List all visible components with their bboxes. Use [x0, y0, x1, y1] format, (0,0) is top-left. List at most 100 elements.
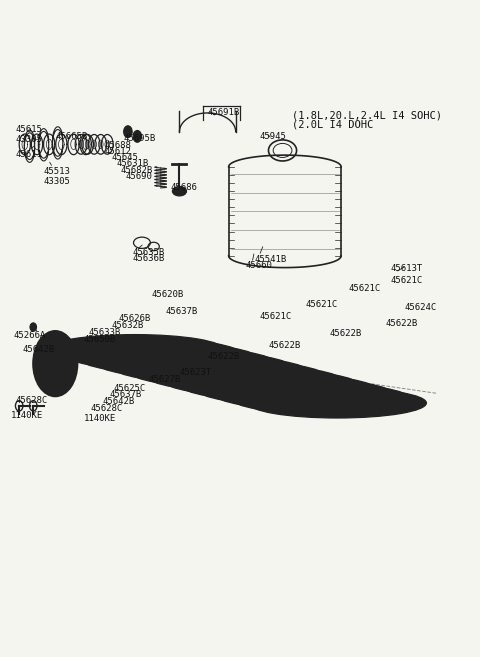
- Ellipse shape: [159, 359, 212, 367]
- Text: 45613T: 45613T: [390, 264, 422, 273]
- Ellipse shape: [37, 361, 41, 367]
- Text: 45622B: 45622B: [385, 319, 418, 328]
- Ellipse shape: [53, 385, 57, 391]
- Text: 45621C: 45621C: [390, 276, 422, 285]
- Ellipse shape: [164, 363, 275, 380]
- Ellipse shape: [248, 388, 426, 418]
- Text: 45625C: 45625C: [114, 384, 146, 393]
- Ellipse shape: [124, 126, 132, 137]
- Text: 45628C: 45628C: [90, 405, 123, 413]
- Ellipse shape: [243, 382, 297, 389]
- Ellipse shape: [130, 357, 308, 387]
- Ellipse shape: [209, 373, 263, 380]
- Ellipse shape: [65, 344, 69, 350]
- Ellipse shape: [96, 346, 207, 362]
- Ellipse shape: [42, 378, 46, 384]
- Ellipse shape: [113, 352, 291, 382]
- Ellipse shape: [70, 361, 73, 367]
- Text: (2.0L I4 DOHC: (2.0L I4 DOHC: [292, 120, 373, 130]
- Text: 45624C: 45624C: [404, 303, 437, 311]
- Ellipse shape: [277, 390, 330, 398]
- Text: 45695B: 45695B: [123, 134, 156, 143]
- Ellipse shape: [142, 355, 195, 362]
- Text: 45266A: 45266A: [13, 331, 45, 340]
- Ellipse shape: [176, 363, 229, 371]
- Ellipse shape: [108, 346, 162, 353]
- Text: 1140KE: 1140KE: [84, 414, 116, 423]
- Ellipse shape: [172, 187, 186, 196]
- Ellipse shape: [164, 366, 342, 396]
- Ellipse shape: [113, 350, 224, 367]
- Ellipse shape: [147, 361, 325, 392]
- Ellipse shape: [198, 374, 376, 405]
- Ellipse shape: [260, 386, 313, 394]
- Ellipse shape: [33, 331, 78, 396]
- Text: 45688: 45688: [105, 141, 132, 150]
- Ellipse shape: [65, 378, 69, 384]
- Text: 45621C: 45621C: [259, 312, 291, 321]
- Ellipse shape: [53, 336, 57, 342]
- Text: 45682B: 45682B: [121, 166, 153, 175]
- Ellipse shape: [42, 344, 46, 350]
- Ellipse shape: [126, 129, 130, 135]
- Ellipse shape: [135, 133, 139, 139]
- Text: (1.8L,20.L,2.4L I4 SOHC): (1.8L,20.L,2.4L I4 SOHC): [292, 110, 442, 121]
- Text: 45622B: 45622B: [329, 329, 361, 338]
- Ellipse shape: [125, 350, 179, 358]
- Text: 45632B: 45632B: [111, 321, 144, 330]
- Ellipse shape: [294, 395, 347, 402]
- Ellipse shape: [215, 377, 325, 394]
- Text: 45642B: 45642B: [23, 345, 55, 354]
- Text: 45665B: 45665B: [55, 131, 87, 141]
- Ellipse shape: [181, 370, 359, 400]
- Ellipse shape: [231, 382, 342, 398]
- Text: 45541B: 45541B: [254, 255, 287, 264]
- Ellipse shape: [192, 368, 246, 376]
- Text: 45945: 45945: [259, 131, 286, 141]
- Text: 45691B: 45691B: [207, 108, 240, 117]
- Ellipse shape: [181, 368, 291, 384]
- Text: 45637B: 45637B: [109, 390, 142, 399]
- Text: 45633B: 45633B: [88, 328, 120, 336]
- Ellipse shape: [41, 342, 69, 385]
- Text: 45623T: 45623T: [180, 369, 212, 377]
- Ellipse shape: [80, 344, 258, 373]
- Text: 45612: 45612: [105, 147, 132, 156]
- Text: 45628C: 45628C: [15, 396, 48, 405]
- Text: 45645: 45645: [111, 153, 138, 162]
- Text: 45690: 45690: [126, 172, 153, 181]
- Text: 45650B: 45650B: [84, 334, 116, 344]
- Text: 45642B: 45642B: [102, 397, 134, 407]
- Text: 45636B: 45636B: [132, 254, 165, 263]
- Text: 45637B: 45637B: [166, 307, 198, 317]
- Ellipse shape: [282, 395, 393, 411]
- Text: 45513
43305: 45513 43305: [44, 167, 71, 186]
- Ellipse shape: [49, 355, 61, 373]
- Ellipse shape: [96, 348, 275, 378]
- Text: 45660: 45660: [245, 261, 272, 271]
- Text: 45615
43305: 45615 43305: [15, 125, 42, 144]
- Ellipse shape: [231, 384, 409, 413]
- Text: 45635B: 45635B: [132, 248, 165, 257]
- Text: 1140KE: 1140KE: [11, 411, 43, 420]
- Text: 45620B: 45620B: [151, 290, 183, 299]
- Text: 45622B: 45622B: [268, 341, 301, 350]
- Ellipse shape: [46, 334, 224, 365]
- Text: 45621C: 45621C: [348, 284, 380, 293]
- Text: 45622B: 45622B: [207, 352, 240, 361]
- Ellipse shape: [147, 359, 258, 376]
- Ellipse shape: [63, 339, 241, 369]
- Text: 45611: 45611: [15, 150, 42, 158]
- Ellipse shape: [131, 355, 241, 371]
- Text: 45627B: 45627B: [149, 375, 181, 384]
- Text: 45686: 45686: [170, 183, 197, 193]
- Ellipse shape: [265, 390, 376, 407]
- Ellipse shape: [249, 386, 359, 402]
- Text: 45621C: 45621C: [306, 300, 338, 309]
- Ellipse shape: [30, 323, 36, 331]
- Text: 45631B: 45631B: [116, 160, 148, 168]
- Ellipse shape: [226, 377, 280, 384]
- Ellipse shape: [80, 342, 190, 358]
- Ellipse shape: [198, 373, 308, 389]
- Ellipse shape: [311, 399, 364, 407]
